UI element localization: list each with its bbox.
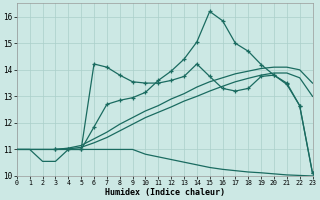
X-axis label: Humidex (Indice chaleur): Humidex (Indice chaleur): [105, 188, 225, 197]
